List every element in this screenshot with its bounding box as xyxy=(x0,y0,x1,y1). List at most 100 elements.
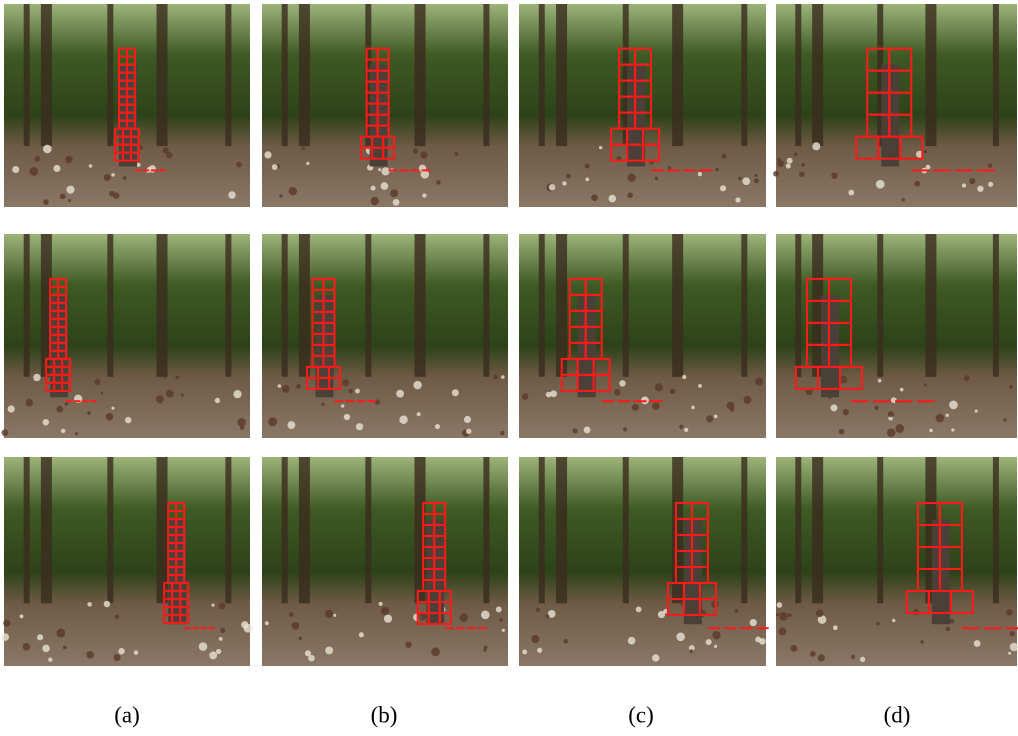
tree-trunk xyxy=(299,234,310,377)
tree-trunk xyxy=(741,457,747,603)
leaf xyxy=(501,375,505,379)
leaf xyxy=(371,197,379,205)
leaf xyxy=(682,375,686,379)
leaf xyxy=(920,640,924,644)
leaf xyxy=(359,632,364,637)
leaf xyxy=(134,650,139,655)
leaf xyxy=(951,428,954,431)
leaf xyxy=(499,618,503,622)
leaf xyxy=(799,172,805,178)
leaf xyxy=(381,182,389,190)
leaf xyxy=(786,164,791,169)
leaf xyxy=(684,428,688,432)
leaf xyxy=(743,396,751,404)
leaf xyxy=(810,651,816,657)
leaf xyxy=(715,168,719,172)
image-panel xyxy=(776,234,1017,438)
leaf xyxy=(531,635,539,643)
leaf xyxy=(356,423,363,430)
leaf xyxy=(87,411,91,415)
leaf xyxy=(384,615,392,623)
leaf xyxy=(26,399,34,407)
tree-trunk xyxy=(925,4,936,146)
leaf xyxy=(636,606,642,612)
tree-trunk xyxy=(812,457,823,603)
leaf xyxy=(341,404,344,407)
tree-trunk xyxy=(299,4,310,146)
image-panel xyxy=(2,234,250,438)
leaf xyxy=(308,655,315,662)
leaf xyxy=(211,604,214,607)
leaf xyxy=(355,389,360,394)
leaf xyxy=(924,150,928,154)
leaf xyxy=(564,639,569,644)
leaf xyxy=(988,182,993,187)
leaf xyxy=(156,395,164,403)
leaf xyxy=(929,429,933,433)
leaf xyxy=(735,609,739,613)
leaf xyxy=(393,199,400,206)
image-panel xyxy=(773,4,1017,207)
leaf xyxy=(735,197,740,202)
leaf xyxy=(714,645,717,648)
tree-trunk xyxy=(993,457,999,603)
leaf xyxy=(405,641,412,648)
leaf xyxy=(742,177,750,185)
tree-trunk xyxy=(672,234,683,377)
leaf xyxy=(1003,418,1007,422)
leaf xyxy=(166,152,172,158)
tree-trunk xyxy=(157,457,168,603)
leaf xyxy=(787,158,793,164)
leaf xyxy=(902,198,906,202)
image-panel xyxy=(262,234,508,438)
leaf xyxy=(679,425,683,429)
leaf xyxy=(977,186,983,192)
tree-trunk xyxy=(107,457,113,603)
tree-trunk xyxy=(225,4,231,146)
leaf xyxy=(325,610,333,618)
leaf xyxy=(502,629,505,632)
leaf xyxy=(670,389,676,395)
leaf xyxy=(627,192,633,198)
leaf xyxy=(876,180,885,189)
leaf xyxy=(454,152,458,156)
leaf xyxy=(220,628,225,633)
leaf xyxy=(573,428,578,433)
tree-trunk xyxy=(556,234,567,377)
tree-trunk xyxy=(812,4,823,146)
leaf xyxy=(627,173,635,181)
leaf xyxy=(278,384,282,388)
leaf xyxy=(2,429,9,436)
leaf xyxy=(623,427,627,431)
leaf xyxy=(371,186,376,191)
leaf xyxy=(87,602,92,607)
leaf xyxy=(878,379,882,383)
leaf xyxy=(652,654,659,661)
leaf xyxy=(831,173,837,179)
leaf xyxy=(585,177,589,181)
leaf xyxy=(839,429,845,435)
leaf xyxy=(962,183,966,187)
tree-trunk xyxy=(539,457,545,603)
leaf xyxy=(500,431,505,436)
leaf xyxy=(924,383,927,386)
leaf xyxy=(123,176,127,180)
leaf xyxy=(100,392,103,395)
leaf xyxy=(43,419,49,425)
tree-trunk xyxy=(24,234,30,377)
leaf xyxy=(33,374,40,381)
caption: (b) xyxy=(371,702,398,727)
leaf xyxy=(895,424,904,433)
leaf xyxy=(219,637,223,641)
leaf xyxy=(874,405,878,409)
leaf xyxy=(216,649,221,654)
leaf xyxy=(348,389,352,393)
leaf xyxy=(125,417,131,423)
leaf xyxy=(860,657,865,662)
leaf xyxy=(268,417,277,426)
leaf xyxy=(848,190,854,196)
tree-trunk xyxy=(483,4,489,146)
leaf xyxy=(279,194,282,197)
image-panel xyxy=(4,4,250,207)
image-panel xyxy=(519,234,766,438)
